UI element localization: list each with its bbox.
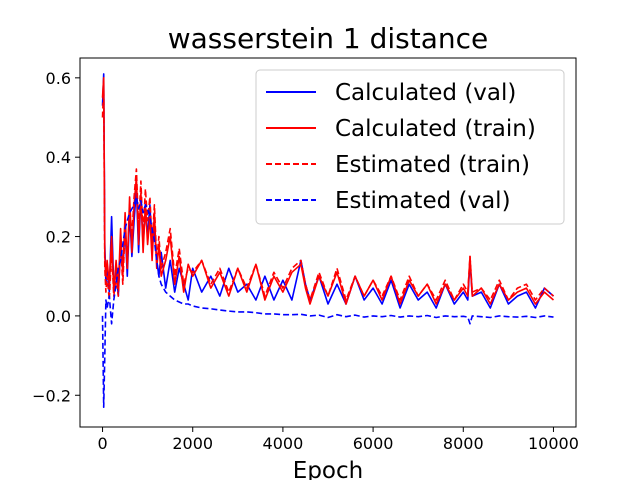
x-axis: 0 2000 4000 6000 8000 10000 (97, 427, 579, 453)
x-tick-label: 6000 (353, 434, 394, 453)
x-tick-label: 10000 (528, 434, 579, 453)
legend: Calculated (val) Calculated (train) Estima… (255, 69, 565, 225)
legend-label: Estimated (train) (335, 152, 530, 178)
x-tick-label: 0 (97, 434, 107, 453)
y-axis: −0.2 0.0 0.2 0.4 0.6 (32, 69, 80, 405)
y-tick-label: 0.6 (46, 69, 71, 88)
y-tick-label: 0.4 (46, 148, 71, 167)
legend-box (255, 69, 565, 225)
legend-label: Calculated (val) (335, 80, 516, 106)
series-line-4 (101, 196, 554, 409)
x-tick-label: 8000 (443, 434, 484, 453)
y-tick-label: 0.0 (46, 307, 71, 326)
legend-label: Calculated (train) (335, 116, 536, 142)
legend-label: Estimated (val) (335, 188, 511, 214)
y-tick-label: 0.2 (46, 228, 71, 247)
chart-title: wasserstein 1 distance (168, 22, 489, 55)
x-tick-label: 2000 (172, 434, 213, 453)
x-tick-label: 4000 (263, 434, 304, 453)
plot-frame (79, 57, 577, 428)
series-line-1 (101, 73, 555, 309)
series-layer (101, 73, 555, 409)
x-axis-label: Epoch (293, 458, 363, 480)
series-line-3 (101, 85, 555, 301)
y-tick-label: −0.2 (32, 386, 71, 405)
